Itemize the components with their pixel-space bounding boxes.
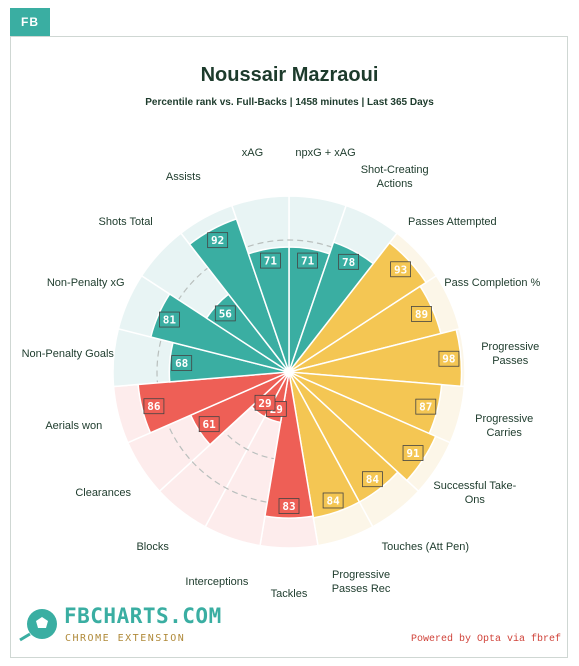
value-label-box bbox=[322, 492, 344, 509]
category-label: Progressive Passes Rec bbox=[331, 568, 391, 595]
value-label-box bbox=[438, 350, 460, 367]
wedge bbox=[288, 328, 463, 388]
wedge bbox=[188, 217, 290, 373]
value-label: 91 bbox=[406, 447, 420, 460]
value-label-box bbox=[143, 398, 165, 415]
category-label: Non-Penalty Goals bbox=[21, 347, 114, 360]
value-label: 93 bbox=[394, 263, 407, 276]
value-label: 86 bbox=[147, 400, 161, 413]
value-label: 61 bbox=[203, 418, 217, 431]
value-label: 92 bbox=[211, 234, 224, 247]
value-label-box bbox=[297, 252, 318, 269]
value-label: 87 bbox=[419, 401, 432, 414]
value-label-box bbox=[390, 261, 411, 278]
category-label: Blocks bbox=[136, 541, 169, 554]
brand-sub: CHROME EXTENSION bbox=[65, 633, 186, 644]
chart-title: Noussair Mazraoui bbox=[200, 64, 379, 86]
value-label-box bbox=[254, 394, 276, 411]
category-label: Shot-Creating Actions bbox=[360, 163, 429, 190]
wedge bbox=[137, 371, 290, 434]
value-label-box bbox=[278, 498, 300, 514]
value-label: 81 bbox=[163, 314, 177, 327]
value-label: 68 bbox=[175, 357, 188, 370]
value-label-box bbox=[362, 471, 383, 488]
value-label: 56 bbox=[219, 307, 233, 320]
wedge bbox=[247, 246, 290, 373]
value-label: 71 bbox=[301, 255, 315, 268]
category-label: Assists bbox=[165, 170, 201, 183]
category-label: Progressive Passes bbox=[481, 340, 540, 367]
logo-icon bbox=[19, 609, 57, 642]
center bbox=[287, 370, 291, 374]
value-label-box bbox=[260, 252, 281, 269]
wedge bbox=[288, 371, 361, 519]
category-label: Passes Attempted bbox=[407, 215, 497, 228]
category-label: Tackles bbox=[270, 588, 308, 600]
category-label: Touches (Att Pen) bbox=[381, 541, 470, 554]
category-label: xAG bbox=[241, 147, 264, 160]
value-label-box bbox=[338, 253, 360, 270]
value-label-box bbox=[207, 232, 229, 249]
category-label: Aerials won bbox=[45, 420, 103, 433]
value-label: 89 bbox=[415, 308, 428, 321]
value-label: 78 bbox=[342, 256, 355, 269]
tab[interactable]: FB bbox=[10, 8, 50, 36]
chart-subtitle: Percentile rank vs. Full-Backs | 1458 mi… bbox=[145, 97, 434, 108]
value-label: 84 bbox=[326, 494, 340, 507]
category-label: Pass Completion % bbox=[444, 276, 541, 289]
credit: Powered by Opta via fbref bbox=[410, 634, 561, 645]
value-label: 71 bbox=[264, 255, 278, 268]
category-label: Interceptions bbox=[185, 575, 249, 588]
category-label: Successful Take-Ons bbox=[433, 480, 517, 507]
category-label: Clearances bbox=[75, 487, 131, 500]
category-label: Shots Total bbox=[98, 215, 153, 228]
value-label-box bbox=[411, 305, 432, 322]
value-label-box bbox=[402, 445, 424, 461]
category-label: npxG + xAG bbox=[295, 147, 356, 160]
brand[interactable]: FBCHARTS.COM bbox=[64, 604, 222, 628]
value-label: 29 bbox=[258, 397, 271, 410]
value-label-box bbox=[171, 355, 193, 372]
value-label: 84 bbox=[366, 473, 380, 486]
value-label: 98 bbox=[442, 353, 455, 366]
category-label: Non-Penalty xG bbox=[46, 276, 125, 289]
wedge bbox=[149, 292, 290, 373]
value-label: 83 bbox=[282, 500, 295, 513]
wedge bbox=[264, 371, 314, 519]
card bbox=[10, 36, 568, 658]
value-label-box bbox=[159, 311, 180, 328]
value-label-box bbox=[415, 398, 437, 415]
value-label-box bbox=[214, 305, 236, 322]
value-label-box bbox=[198, 416, 220, 433]
category-label: Progressive Carries bbox=[475, 413, 534, 440]
